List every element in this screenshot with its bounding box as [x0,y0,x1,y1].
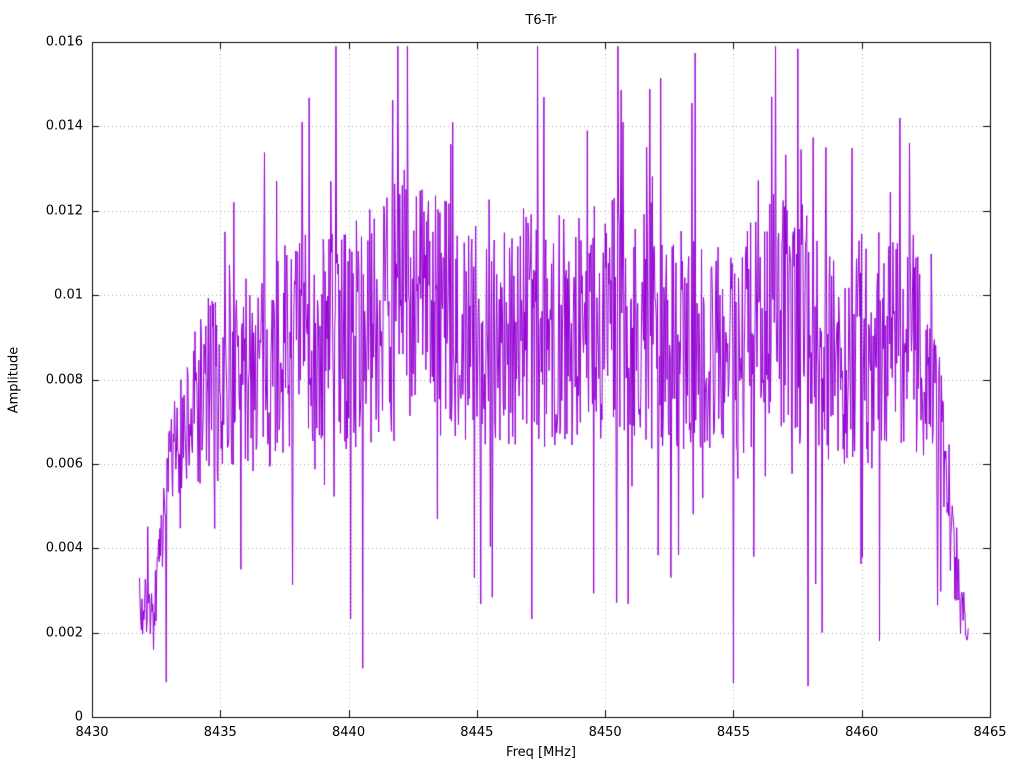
y-tick-label: 0.004 [45,540,83,556]
x-tick-label: 8465 [973,725,1007,740]
x-tick-label: 8440 [332,725,366,740]
chart-title: T6-Tr [525,13,557,28]
y-tick-label: 0.01 [54,287,83,303]
x-tick-label: 8450 [588,725,622,740]
x-tick-label: 8430 [75,725,109,740]
y-tick-label: 0.002 [45,625,83,641]
x-tick-label: 8460 [845,725,879,740]
y-tick-label: 0.012 [45,203,83,219]
y-tick-label: 0 [74,709,83,725]
x-tick-label: 8455 [716,725,750,740]
y-tick-label: 0.008 [45,372,83,387]
x-axis-label: Freq [MHz] [506,745,576,760]
y-tick-label: 0.016 [45,34,83,50]
x-tick-label: 8435 [203,725,237,740]
x-tick-label: 8445 [460,725,494,740]
y-tick-label: 0.014 [45,118,83,134]
y-tick-label: 0.006 [45,456,83,472]
